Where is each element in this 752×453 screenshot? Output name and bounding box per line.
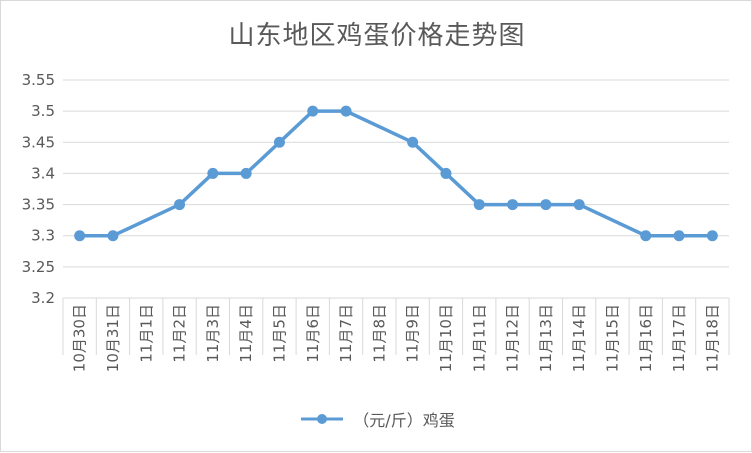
x-tick-label: 11月5日 xyxy=(270,304,288,363)
x-tick-label: 11月12日 xyxy=(504,304,522,372)
y-tick-label: 3.5 xyxy=(31,102,55,120)
data-point xyxy=(407,136,419,148)
data-point xyxy=(573,199,585,211)
x-tick-label: 10月30日 xyxy=(71,304,89,372)
data-point xyxy=(307,105,319,117)
data-point xyxy=(273,136,285,148)
data-point xyxy=(540,199,552,211)
x-tick-label: 11月9日 xyxy=(404,304,422,363)
x-tick-label: 11月11日 xyxy=(470,304,488,372)
y-tick-label: 3.2 xyxy=(31,289,55,307)
legend: （元/斤）鸡蛋 xyxy=(1,407,752,431)
x-tick-label: 11月1日 xyxy=(137,304,155,363)
x-tick-label: 11月17日 xyxy=(670,304,688,372)
y-tick-label: 3.55 xyxy=(22,71,55,89)
data-point xyxy=(207,167,219,179)
x-tick-label: 11月3日 xyxy=(204,304,222,363)
x-tick-label: 11月14日 xyxy=(570,304,588,372)
x-tick-label: 11月10日 xyxy=(437,304,455,372)
legend-label: （元/斤）鸡蛋 xyxy=(353,411,455,430)
data-point xyxy=(240,167,252,179)
data-point xyxy=(673,230,685,242)
data-point xyxy=(340,105,352,117)
y-tick-label: 3.25 xyxy=(22,258,55,276)
y-tick-label: 3.35 xyxy=(22,196,55,214)
data-point xyxy=(440,167,452,179)
x-tick-label: 11月6日 xyxy=(304,304,322,363)
x-tick-label: 11月13日 xyxy=(537,304,555,372)
chart-title: 山东地区鸡蛋价格走势图 xyxy=(228,21,526,51)
y-tick-label: 3.45 xyxy=(22,133,55,151)
data-point xyxy=(473,199,485,211)
data-point xyxy=(174,199,186,211)
x-tick-label: 11月18日 xyxy=(703,304,721,372)
x-tick-label: 11月16日 xyxy=(637,304,655,372)
y-tick-label: 3.3 xyxy=(31,227,55,245)
data-point xyxy=(706,230,718,242)
x-tick-label: 10月31日 xyxy=(104,304,122,372)
x-tick-label: 11月8日 xyxy=(370,304,388,363)
x-tick-label: 11月4日 xyxy=(237,304,255,363)
data-point xyxy=(640,230,652,242)
legend-line-marker-icon xyxy=(301,414,344,424)
data-point xyxy=(74,230,86,242)
x-tick-label: 11月2日 xyxy=(171,304,189,363)
data-point xyxy=(507,199,519,211)
x-tick-label: 11月15日 xyxy=(603,304,621,372)
y-tick-label: 3.4 xyxy=(31,164,55,182)
x-tick-label: 11月7日 xyxy=(337,304,355,363)
data-point xyxy=(107,230,119,242)
